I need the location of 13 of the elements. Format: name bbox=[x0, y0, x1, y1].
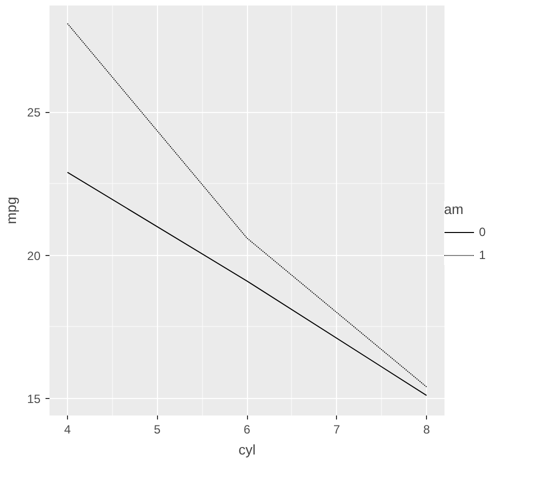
legend-label: 1 bbox=[479, 248, 487, 262]
y-axis-title: mpg bbox=[3, 196, 20, 224]
x-tick-label: 8 bbox=[423, 422, 430, 436]
x-tick-label: 7 bbox=[333, 422, 340, 436]
x-tick-label: 4 bbox=[64, 422, 72, 436]
legend-label: 0 bbox=[479, 225, 487, 239]
legend-title: am bbox=[444, 201, 464, 217]
x-tick-label: 5 bbox=[154, 422, 161, 436]
y-tick-label: 20 bbox=[27, 248, 41, 263]
x-tick-label: 6 bbox=[244, 422, 251, 436]
y-tick-label: 15 bbox=[27, 392, 41, 406]
x-axis-title: cyl bbox=[238, 442, 256, 458]
y-tick-label: 25 bbox=[27, 106, 41, 120]
